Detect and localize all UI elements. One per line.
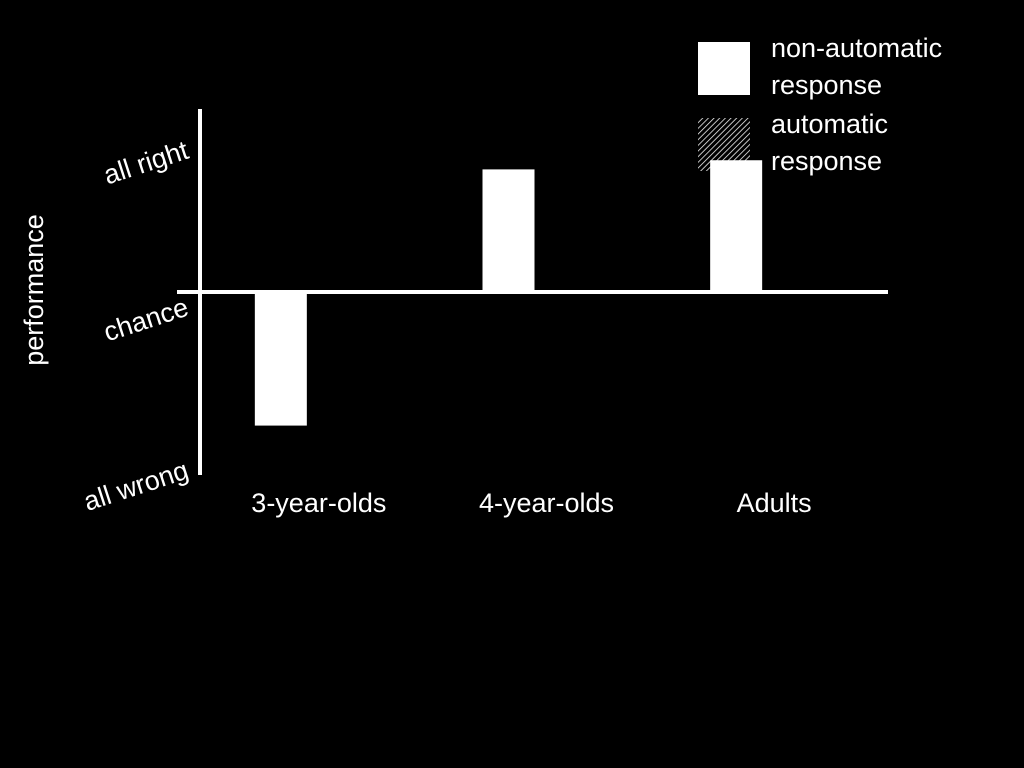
bar (254, 292, 307, 426)
x-tick-label: Adults (737, 488, 812, 518)
legend-label-box: automatic response (771, 109, 889, 176)
bar (710, 160, 763, 292)
legend-swatch (698, 42, 750, 95)
legend-swatch (698, 118, 750, 171)
y-axis-label: performance (19, 214, 49, 366)
legend-label: automatic response (771, 109, 889, 176)
x-tick-label: 4-year-olds (479, 488, 614, 518)
bar (482, 169, 535, 292)
legend-label: non-automatic response (771, 33, 943, 100)
x-tick-label: 3-year-olds (251, 488, 386, 518)
legend-label-box: non-automatic response (771, 33, 943, 100)
